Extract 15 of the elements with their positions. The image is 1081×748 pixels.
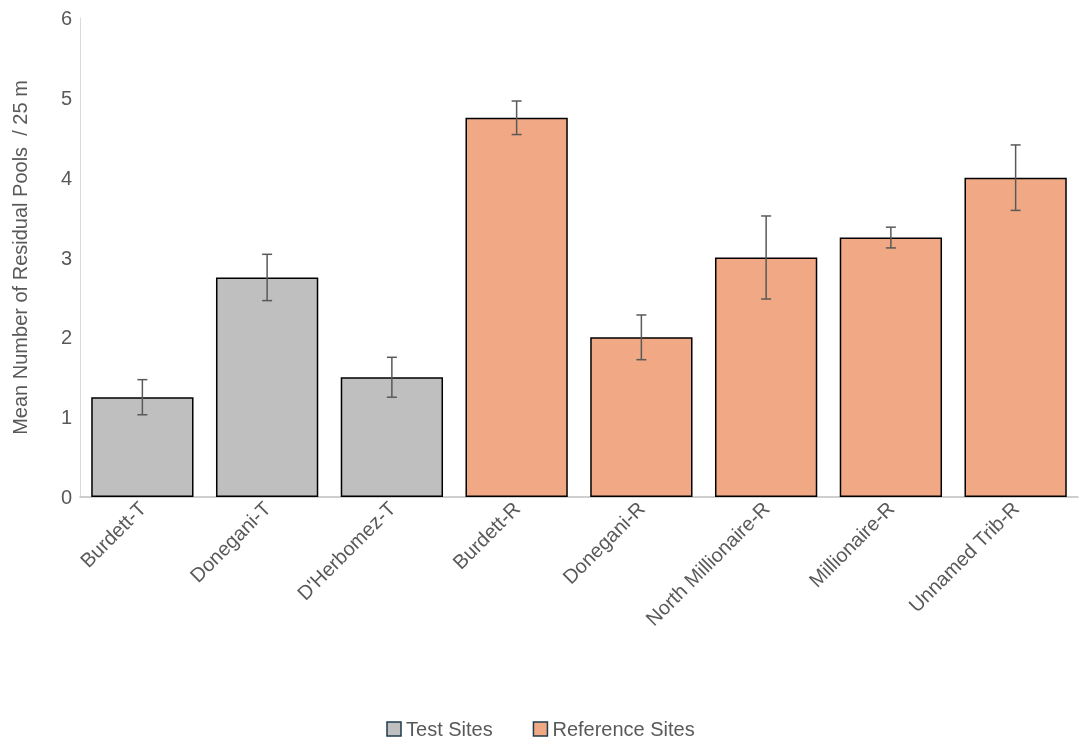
legend-label: Test Sites bbox=[406, 718, 493, 740]
bar bbox=[714, 257, 818, 497]
y-tick-label: 3 bbox=[60, 246, 72, 269]
y-tick-label: 0 bbox=[60, 486, 72, 508]
y-tick-label: 1 bbox=[60, 406, 72, 429]
legend-label: Reference Sites bbox=[552, 718, 695, 740]
y-tick-label: 5 bbox=[60, 86, 72, 109]
y-axis-title: Mean Number of Residual Pools / 25 m bbox=[9, 80, 31, 435]
bar bbox=[590, 337, 693, 497]
bar bbox=[465, 117, 568, 497]
y-tick-label: 4 bbox=[60, 166, 72, 189]
y-tick-label: 6 bbox=[60, 7, 72, 29]
bar bbox=[839, 237, 943, 497]
y-tick-label: 2 bbox=[60, 326, 72, 349]
bar bbox=[964, 177, 1067, 497]
